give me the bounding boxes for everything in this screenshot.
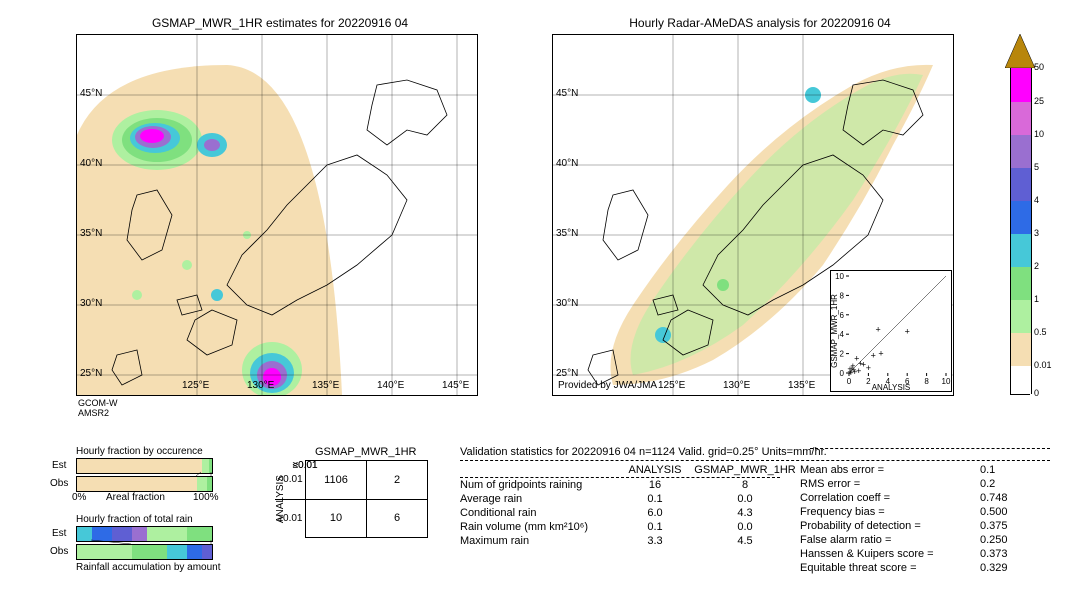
lat-tick: 30°N (80, 298, 102, 309)
lat-tick: 35°N (80, 228, 102, 239)
contingency-table: GSMAP_MWR_1HRANALYSIS<0.01≥0.01<0.011106… (275, 446, 428, 538)
svg-text:+: + (905, 326, 910, 336)
lat-tick: 25°N (80, 368, 102, 379)
svg-text:2: 2 (866, 377, 871, 386)
lon-tick: 140°E (377, 380, 404, 391)
stat-row: Maximum rain3.34.5 (460, 534, 800, 548)
lat-tick: 40°N (80, 158, 102, 169)
svg-text:8: 8 (840, 291, 845, 300)
score-row: Probability of detection =0.375 (800, 519, 1040, 533)
scale-0: 0% (72, 492, 86, 503)
svg-text:GSMAP_MWR_1HR: GSMAP_MWR_1HR (831, 294, 839, 368)
svg-text:+: + (861, 359, 866, 369)
score-row: Equitable threat score =0.329 (800, 561, 1040, 575)
colorbar-tick: 50 (1034, 62, 1044, 72)
row-label: Est (52, 528, 66, 539)
cont-cells: <0.0111062≥0.01106 (275, 460, 428, 538)
lat-tick: 35°N (556, 228, 578, 239)
lon-tick: 135°E (788, 380, 815, 391)
score-row: Mean abs error =0.1 (800, 463, 1040, 477)
lon-tick: 135°E (312, 380, 339, 391)
lon-tick: 125°E (658, 380, 685, 391)
bar-title: Hourly fraction by occurence (76, 446, 203, 457)
svg-text:6: 6 (840, 311, 845, 320)
left-map-title: GSMAP_MWR_1HR estimates for 20220916 04 (130, 16, 430, 30)
lon-tick: 130°E (247, 380, 274, 391)
lon-tick: 125°E (182, 380, 209, 391)
left-map (76, 34, 478, 396)
accum-title: Rainfall accumulation by amount (76, 562, 221, 573)
svg-text:0: 0 (840, 369, 845, 378)
row-label: Obs (50, 478, 68, 489)
scale-100: 100% (193, 492, 219, 503)
svg-text:+: + (852, 367, 857, 377)
colorbar-tick: 3 (1034, 228, 1039, 238)
svg-text:+: + (866, 363, 871, 373)
svg-text:0: 0 (847, 377, 852, 386)
score-row: False alarm ratio =0.250 (800, 533, 1040, 547)
svg-text:+: + (878, 349, 883, 359)
lat-tick: 40°N (556, 158, 578, 169)
row-label: Obs (50, 546, 68, 557)
colorbar-tick: 25 (1034, 96, 1044, 106)
colorbar: 502510543210.50.010 (1010, 34, 1030, 394)
validation-stats: Validation statistics for 20220916 04 n=… (460, 446, 1050, 575)
colorbar-tick: 0.5 (1034, 327, 1047, 337)
inset-scatter: 00224466881010++++++++++++++++ANALYSISGS… (830, 270, 952, 392)
cont-title: GSMAP_MWR_1HR (315, 446, 468, 458)
score-row: Correlation coeff =0.748 (800, 491, 1040, 505)
svg-text:4: 4 (840, 330, 845, 339)
stat-row: Conditional rain6.04.3 (460, 506, 800, 520)
colorbar-tick: 1 (1034, 294, 1039, 304)
map-credit: Provided by JWA/JMA (558, 380, 657, 391)
scale-label: Areal fraction (106, 492, 165, 503)
lat-tick: 45°N (556, 88, 578, 99)
colorbar-tick: 5 (1034, 162, 1039, 172)
stat-row: Rain volume (mm km²10⁶)0.10.0 (460, 520, 800, 534)
svg-text:+: + (854, 353, 859, 363)
right-map-title: Hourly Radar-AMeDAS analysis for 2022091… (610, 16, 910, 30)
svg-text:+: + (875, 324, 880, 334)
lat-tick: 30°N (556, 298, 578, 309)
svg-text:ANALYSIS: ANALYSIS (872, 383, 911, 391)
left-subcaption: GCOM-W AMSR2 (78, 398, 118, 418)
colorbar-tick: 0.01 (1034, 360, 1052, 370)
lon-tick: 130°E (723, 380, 750, 391)
svg-text:2: 2 (840, 350, 845, 359)
svg-text:+: + (871, 351, 876, 361)
lon-tick: 145°E (442, 380, 469, 391)
lat-tick: 45°N (80, 88, 102, 99)
figure-root: GSMAP_MWR_1HR estimates for 20220916 04 … (0, 0, 1080, 612)
stat-row: Average rain0.10.0 (460, 492, 800, 506)
score-row: RMS error =0.2 (800, 477, 1040, 491)
svg-text:10: 10 (942, 377, 951, 386)
colorbar-tick: 2 (1034, 261, 1039, 271)
svg-text:10: 10 (835, 272, 844, 281)
svg-text:8: 8 (924, 377, 929, 386)
score-row: Frequency bias =0.500 (800, 505, 1040, 519)
col-analysis: ANALYSIS (620, 463, 690, 477)
colorbar-tick: 10 (1034, 129, 1044, 139)
colorbar-tick: 0 (1034, 388, 1039, 398)
colorbar-tick: 4 (1034, 195, 1039, 205)
row-label: Est (52, 460, 66, 471)
lat-tick: 25°N (556, 368, 578, 379)
bar-title: Hourly fraction of total rain (76, 514, 193, 525)
stat-row: Num of gridpoints raining168 (460, 478, 800, 492)
score-row: Hanssen & Kuipers score =0.373 (800, 547, 1040, 561)
col-gsmap: GSMAP_MWR_1HR (690, 463, 800, 477)
